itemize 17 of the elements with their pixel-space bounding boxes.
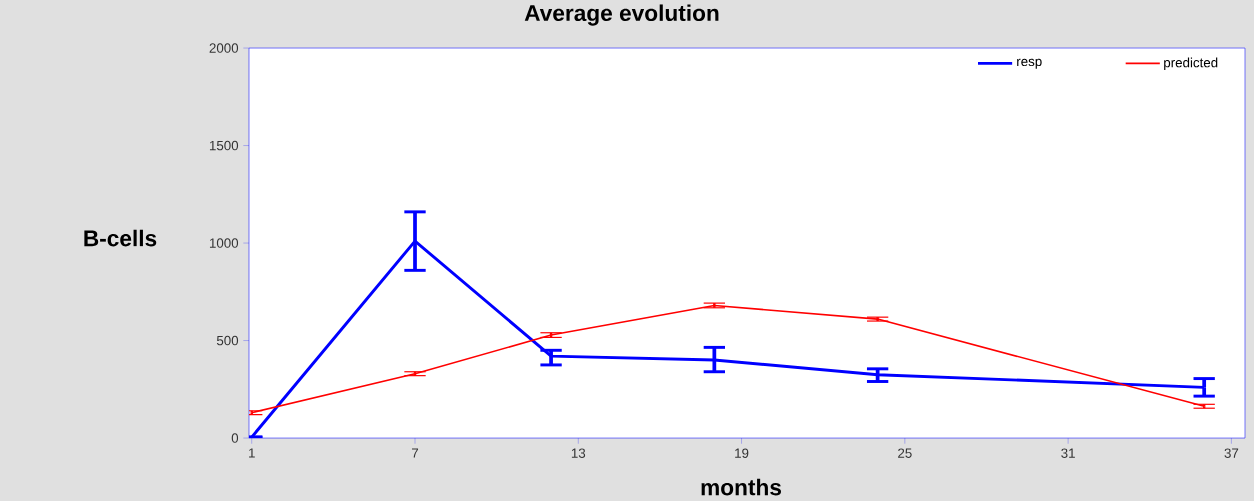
x-tick-label: 25 — [898, 448, 912, 458]
y-tick-label: 0 — [231, 433, 239, 443]
x-tick-label: 19 — [735, 448, 749, 458]
x-tick-label: 31 — [1061, 448, 1075, 458]
x-axis-title: months — [701, 478, 781, 496]
legend-label: resp — [1017, 58, 1042, 69]
y-tick-label: 500 — [216, 335, 239, 346]
x-tick-label: 37 — [1224, 448, 1239, 458]
x-tick-label: 13 — [571, 448, 586, 458]
y-axis-title: B-cells — [84, 229, 157, 247]
y-tick-label: 1000 — [209, 238, 239, 248]
x-tick-label: 1 — [249, 448, 255, 458]
legend-label: predicted — [1164, 57, 1218, 70]
y-tick-label: 2000 — [209, 43, 239, 53]
chart-title: Average evolution — [524, 4, 719, 26]
y-tick-label: 1500 — [209, 140, 239, 151]
x-tick-label: 7 — [411, 448, 419, 458]
